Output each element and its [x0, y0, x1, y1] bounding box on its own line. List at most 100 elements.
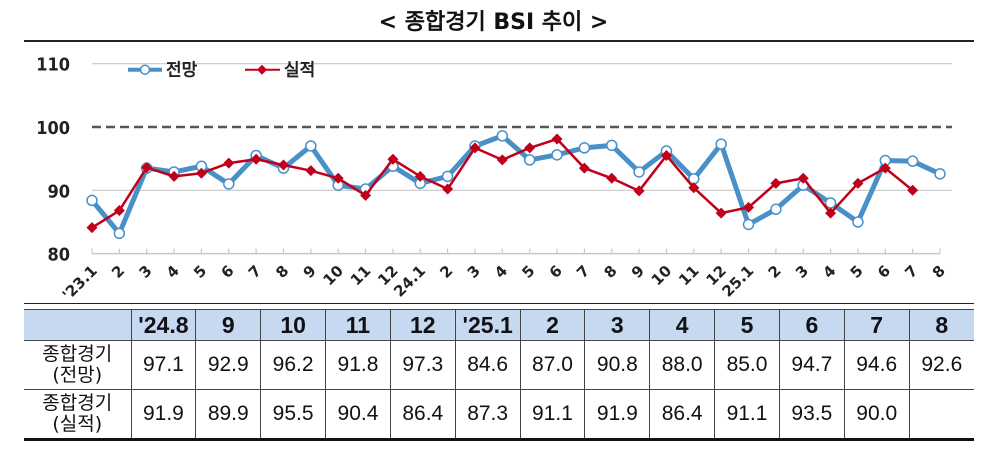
outlook-point-marker — [824, 197, 837, 209]
x-tick-label: 9 — [300, 262, 320, 282]
x-tick-label: 10 — [648, 262, 675, 289]
header-cell: 2 — [519, 309, 586, 341]
y-tick-label: 80 — [47, 245, 70, 266]
x-tick-label: 3 — [464, 262, 484, 282]
y-tick-label: 100 — [36, 118, 70, 139]
table-cell: 87.0 — [519, 340, 586, 390]
outlook-point-marker — [906, 155, 919, 167]
actual-point-marker — [852, 177, 864, 189]
header-cell: 9 — [195, 309, 262, 341]
table-cell: 96.2 — [260, 340, 327, 390]
outlook-point-marker — [223, 178, 235, 190]
x-tick-label: 3 — [792, 262, 812, 282]
x-tick-label: 25.1 — [718, 262, 757, 300]
table-cell: 87.3 — [454, 389, 521, 441]
table-cell: 92.6 — [908, 340, 974, 390]
row-label: 종합경기 (전망) — [24, 340, 132, 390]
table-cell: 91.1 — [714, 389, 780, 441]
actual-point-marker — [825, 207, 837, 219]
actual-point-marker — [332, 172, 344, 184]
header-cell: '25.1 — [454, 309, 521, 341]
actual-point-marker — [660, 149, 672, 161]
actual-point-marker — [141, 162, 153, 174]
actual-point-marker — [250, 153, 262, 165]
actual-point-marker — [797, 172, 809, 184]
table-cell — [908, 389, 974, 441]
actual-point-marker — [743, 201, 755, 213]
legend-item-actual: 실적 — [245, 61, 315, 81]
x-tick-label: 7 — [901, 262, 921, 282]
bsi-data-table: '24.8 9 10 11 12 '25.1 2 3 4 5 6 7 8 종합경… — [24, 309, 974, 441]
header-cell: 7 — [843, 309, 910, 341]
header-cell: 8 — [908, 309, 974, 341]
actual-point-marker — [387, 153, 399, 165]
table-row-actual: 종합경기 (실적) 91.9 89.9 95.5 90.4 86.4 87.3 9… — [24, 389, 974, 441]
x-tick-label: 7 — [245, 262, 265, 282]
header-cell: 3 — [584, 309, 651, 341]
table-cell: 90.8 — [584, 340, 651, 390]
chart-title: < 종합경기 BSI 추이 > — [378, 10, 609, 35]
x-tick-label: 8 — [929, 262, 949, 282]
outlook-point-marker — [770, 203, 782, 216]
table-cell: 84.6 — [454, 340, 521, 390]
x-tick-label: 9 — [628, 262, 648, 282]
table-cell: 91.9 — [130, 389, 197, 441]
x-tick-label: 4 — [491, 262, 511, 282]
actual-point-marker — [688, 182, 700, 194]
outlook-point-marker — [441, 170, 454, 183]
table-cell: 85.0 — [714, 340, 780, 390]
x-tick-label: 2 — [765, 262, 785, 282]
header-cell: 4 — [649, 309, 716, 341]
table-cell: 95.5 — [260, 389, 327, 441]
x-tick-label: 24.1 — [390, 262, 429, 300]
outlook-point-marker — [633, 166, 645, 178]
actual-point-marker — [496, 154, 508, 166]
x-tick-label: 4 — [819, 262, 839, 282]
actual-point-marker — [168, 170, 180, 182]
outlook-point-marker — [852, 216, 864, 228]
actual-point-marker — [86, 222, 98, 234]
actual-point-marker — [113, 205, 125, 217]
actual-point-marker — [907, 184, 919, 196]
x-tick-label: 4 — [163, 262, 183, 282]
actual-point-marker — [442, 183, 454, 195]
actual-point-marker — [360, 189, 372, 201]
x-tick-label: 8 — [272, 262, 292, 282]
table-cell: 94.7 — [778, 340, 845, 390]
actual-point-marker — [715, 207, 727, 219]
x-tick-label: 7 — [573, 262, 593, 282]
actual-point-marker — [879, 162, 891, 174]
actual-point-marker — [223, 157, 235, 169]
x-tick-label: 5 — [847, 262, 867, 282]
x-tick-label: 6 — [546, 262, 566, 282]
table-header-row: '24.8 9 10 11 12 '25.1 2 3 4 5 6 7 8 — [24, 309, 974, 341]
actual-point-marker — [770, 177, 782, 189]
header-cell: 6 — [778, 309, 845, 341]
x-tick-label: 8 — [600, 262, 620, 282]
outlook-point-marker — [742, 218, 755, 231]
legend-item-outlook: 전망 — [128, 61, 198, 81]
table-cell: 97.1 — [130, 340, 197, 390]
x-tick-label: 6 — [217, 262, 237, 282]
table-top-divider — [24, 303, 974, 304]
outlook-point-marker — [715, 138, 727, 150]
outlook-point-marker — [523, 154, 536, 166]
outlook-point-marker — [496, 130, 509, 142]
table-cell: 89.9 — [195, 389, 262, 441]
x-tick-label: 2 — [108, 262, 128, 282]
actual-point-marker — [469, 142, 481, 154]
y-tick-label: 90 — [47, 181, 70, 202]
actual-point-marker — [414, 170, 426, 182]
x-tick-label: 2 — [436, 262, 456, 282]
outlook-point-marker — [578, 142, 591, 154]
x-tick-label: 5 — [518, 262, 538, 282]
y-tick-label: 110 — [36, 55, 70, 76]
table-cell: 88.0 — [649, 340, 716, 390]
outlook-point-marker — [86, 194, 98, 207]
actual-point-marker — [606, 172, 618, 184]
table-cell: 90.4 — [325, 389, 391, 441]
x-tick-label: '23.1 — [59, 262, 101, 300]
legend-circle-icon — [139, 64, 151, 75]
x-tick-label: 11 — [347, 262, 374, 289]
actual-point-marker — [305, 165, 317, 177]
